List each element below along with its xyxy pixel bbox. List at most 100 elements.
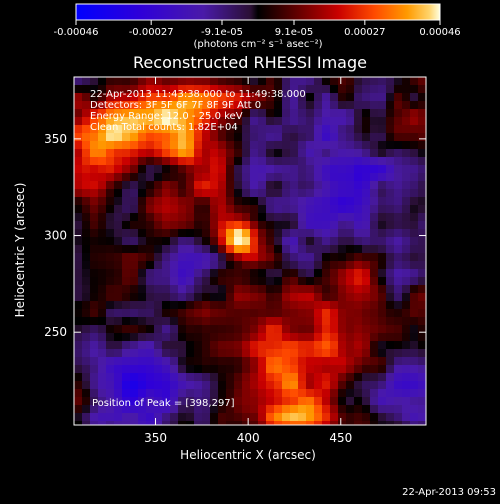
heatmap-cell: [378, 133, 387, 142]
heatmap-cell: [106, 421, 115, 425]
heatmap-cell: [122, 357, 131, 366]
heatmap-cell: [314, 197, 323, 206]
heatmap-cell: [154, 117, 163, 126]
heatmap-cell: [122, 341, 131, 350]
heatmap-cell: [146, 285, 155, 294]
heatmap-cell: [266, 389, 275, 398]
heatmap-cell: [282, 117, 291, 126]
heatmap-cell: [218, 77, 227, 86]
heatmap-cell: [146, 341, 155, 350]
colorbar: -0.00046 -0.00027 -9.1e-05 9.1e-05 0.00027 0.…: [54, 3, 461, 50]
heatmap-cell: [330, 277, 339, 286]
heatmap-cell: [386, 261, 395, 270]
heatmap-cell: [226, 325, 235, 334]
heatmap-cell: [90, 133, 99, 142]
heatmap-cell: [266, 349, 275, 358]
heatmap-cell: [370, 285, 379, 294]
heatmap-cell: [266, 373, 275, 382]
heatmap-cell: [378, 117, 387, 126]
colorbar-tick-label: -9.1e-05: [201, 27, 243, 38]
heatmap-cell: [218, 117, 227, 126]
heatmap-cell: [186, 109, 195, 118]
heatmap-cell: [186, 229, 195, 238]
heatmap-cell: [306, 389, 315, 398]
heatmap-cell: [290, 125, 299, 134]
heatmap-cell: [170, 85, 179, 94]
heatmap-cell: [170, 173, 179, 182]
y-axis-label: Heliocentric Y (arcsec): [13, 183, 27, 318]
heatmap-cell: [178, 397, 187, 406]
heatmap-cell: [394, 85, 403, 94]
heatmap-cell: [306, 381, 315, 390]
heatmap-cell: [194, 261, 203, 270]
heatmap-cell: [218, 149, 227, 158]
heatmap-cell: [290, 317, 299, 326]
heatmap-cell: [154, 173, 163, 182]
heatmap-cell: [122, 317, 131, 326]
heatmap-cell: [74, 157, 83, 166]
heatmap-cell: [418, 181, 426, 190]
heatmap-cell: [186, 125, 195, 134]
heatmap-cell: [226, 365, 235, 374]
heatmap-cell: [162, 325, 171, 334]
heatmap-cell: [274, 285, 283, 294]
heatmap-cell: [202, 309, 211, 318]
heatmap-cell: [162, 357, 171, 366]
heatmap-cell: [410, 165, 419, 174]
heatmap-cell: [202, 149, 211, 158]
heatmap-cell: [98, 221, 107, 230]
heatmap-cell: [82, 157, 91, 166]
heatmap-cell: [234, 381, 243, 390]
heatmap-cell: [418, 421, 426, 425]
heatmap-cell: [130, 93, 139, 102]
heatmap-cell: [218, 397, 227, 406]
heatmap-cell: [202, 117, 211, 126]
heatmap-cell: [266, 133, 275, 142]
y-axis-tick-label: 350: [44, 132, 67, 146]
heatmap-cell: [162, 317, 171, 326]
heatmap-cell: [314, 293, 323, 302]
heatmap-cell: [186, 133, 195, 142]
heatmap-cell: [314, 133, 323, 142]
heatmap-cell: [130, 413, 139, 422]
heatmap-cell: [202, 245, 211, 254]
heatmap-cell: [250, 117, 259, 126]
heatmap-cell: [218, 413, 227, 422]
heatmap-cell: [266, 397, 275, 406]
heatmap-cell: [314, 149, 323, 158]
heatmap-cell: [258, 173, 267, 182]
heatmap-cell: [114, 277, 123, 286]
heatmap-cell: [306, 293, 315, 302]
heatmap-cell: [90, 93, 99, 102]
heatmap-cell: [250, 405, 259, 414]
heatmap-cell: [370, 301, 379, 310]
heatmap-cell: [274, 109, 283, 118]
heatmap-cell: [330, 229, 339, 238]
heatmap-cell: [122, 213, 131, 222]
heatmap-cell: [274, 333, 283, 342]
heatmap-cell: [322, 365, 331, 374]
heatmap-cell: [154, 253, 163, 262]
heatmap-cell: [106, 229, 115, 238]
heatmap-cell: [394, 125, 403, 134]
heatmap-cell: [122, 333, 131, 342]
heatmap-cell: [402, 109, 411, 118]
heatmap-cell: [274, 181, 283, 190]
heatmap-cell: [74, 301, 83, 310]
heatmap-cell: [314, 77, 323, 86]
heatmap-cell: [242, 357, 251, 366]
heatmap-cell: [138, 381, 147, 390]
heatmap-cell: [90, 365, 99, 374]
heatmap-cell: [106, 325, 115, 334]
heatmap-cell: [234, 269, 243, 278]
heatmap-cell: [258, 309, 267, 318]
heatmap-cell: [370, 109, 379, 118]
heatmap-cell: [346, 101, 355, 110]
heatmap-cell: [210, 349, 219, 358]
heatmap-cell: [258, 413, 267, 422]
heatmap-cell: [82, 317, 91, 326]
heatmap-cell: [330, 293, 339, 302]
heatmap-cell: [226, 373, 235, 382]
heatmap-cell: [266, 125, 275, 134]
heatmap-cell: [242, 205, 251, 214]
